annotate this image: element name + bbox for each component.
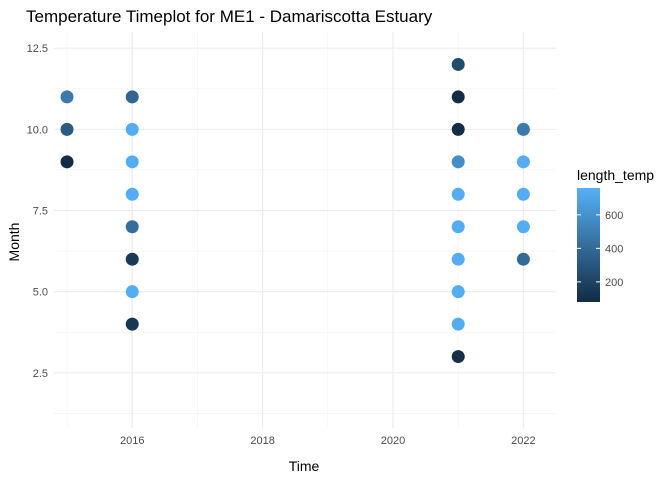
data-point [125, 285, 139, 299]
data-point [451, 220, 465, 234]
plot-area [54, 32, 556, 428]
legend-tick-label: 600 [605, 210, 623, 222]
data-point [516, 155, 530, 169]
x-tick-label: 2016 [120, 435, 144, 447]
x-axis-ticks: 2016 2018 2020 2022 [120, 435, 536, 447]
data-point [125, 122, 139, 136]
legend-tick-label: 400 [605, 243, 623, 255]
legend-tick-label: 200 [605, 277, 623, 289]
data-point [60, 155, 74, 169]
legend-ticks: 200 400 600 [577, 210, 623, 289]
data-point [125, 90, 139, 104]
data-point [516, 220, 530, 234]
data-point [451, 57, 465, 71]
data-point [516, 252, 530, 266]
data-point [516, 187, 530, 201]
data-point [451, 252, 465, 266]
legend-colorbar [577, 188, 600, 302]
y-axis-ticks: 2.5 5.0 7.5 10.0 12.5 [27, 43, 48, 380]
data-point [60, 90, 74, 104]
data-point [125, 155, 139, 169]
data-point [451, 350, 465, 364]
x-tick-label: 2022 [511, 435, 535, 447]
y-tick-label: 7.5 [33, 206, 48, 218]
data-point [451, 317, 465, 331]
chart-title: Temperature Timeplot for ME1 - Damarisco… [26, 7, 433, 26]
data-points [60, 57, 530, 364]
y-tick-label: 5.0 [33, 287, 48, 299]
data-point [451, 90, 465, 104]
color-legend: length_temp 200 400 600 [577, 167, 654, 302]
x-tick-label: 2020 [381, 435, 405, 447]
data-point [125, 187, 139, 201]
legend-title: length_temp [577, 167, 654, 183]
data-point [451, 122, 465, 136]
data-point [516, 122, 530, 136]
y-tick-label: 2.5 [33, 368, 48, 380]
y-axis-title: Month [6, 223, 22, 262]
data-point [451, 187, 465, 201]
y-tick-label: 10.0 [27, 124, 48, 136]
y-tick-label: 12.5 [27, 43, 48, 55]
data-point [60, 122, 74, 136]
data-point [125, 252, 139, 266]
data-point [451, 285, 465, 299]
data-point [451, 155, 465, 169]
x-axis-title: Time [289, 458, 320, 474]
data-point [125, 220, 139, 234]
data-point [125, 317, 139, 331]
x-tick-label: 2018 [250, 435, 274, 447]
